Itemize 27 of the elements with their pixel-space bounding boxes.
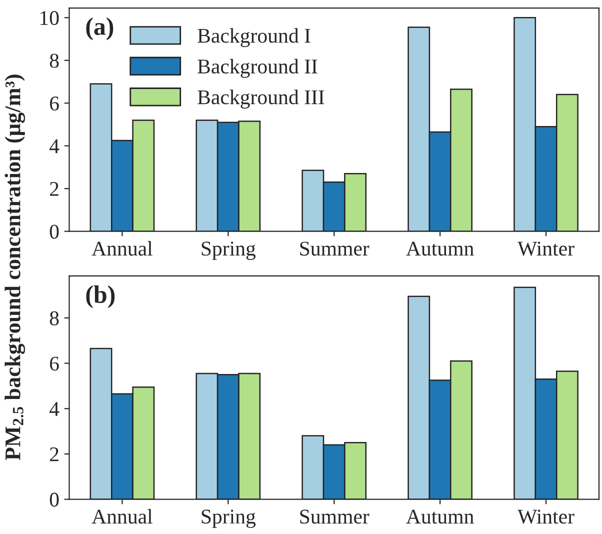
annotation: (b) <box>86 285 115 308</box>
x-tick-label: Spring <box>202 510 256 528</box>
legend-label: Background III <box>198 90 324 109</box>
x-tick-label: Summer <box>300 242 370 256</box>
y-tick-label: 10 <box>40 11 59 26</box>
x-tick-label: Spring <box>202 242 256 260</box>
legend-label: Background I <box>198 28 310 48</box>
x-tick-label: Winter <box>518 242 574 256</box>
y-tick-label: 6 <box>50 356 59 371</box>
y-tick-label: 6 <box>50 96 59 111</box>
legend-label: Background II <box>198 58 318 78</box>
y-tick-label: 2 <box>50 447 58 462</box>
x-tick-label: Summer <box>300 510 370 524</box>
y-tick-label: 8 <box>50 54 59 68</box>
x-tick-label: Annual <box>92 241 152 256</box>
x-tick-label: Annual <box>92 509 152 524</box>
x-tick-label: Winter <box>518 510 574 524</box>
x-tick-label: Autumn <box>406 242 474 256</box>
y-tick-label: 0 <box>50 224 59 239</box>
y-tick-label: 4 <box>50 139 60 154</box>
x-tick-label: Autumn <box>406 510 474 524</box>
annotation: (a) <box>86 17 114 40</box>
y-tick-label: 2 <box>50 182 58 196</box>
y-axis-title: PM$_{2.5}$ background concentration (μg/m³) <box>4 74 26 460</box>
y-tick-label: 8 <box>50 311 59 326</box>
y-tick-label: 0 <box>50 492 59 507</box>
y-tick-label: 4 <box>50 402 60 416</box>
